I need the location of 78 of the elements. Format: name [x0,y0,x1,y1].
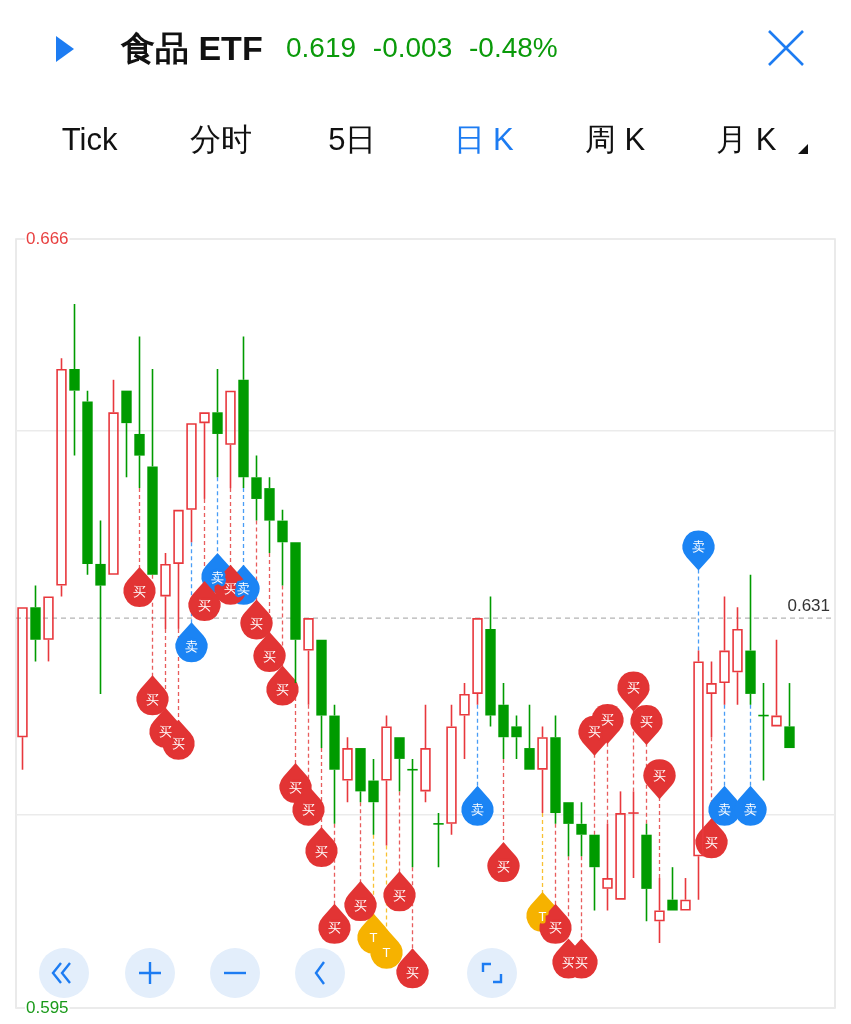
candlestick [56,357,67,598]
candlestick [108,379,119,575]
data-label: 买 [263,648,276,664]
data-label: 买 [640,713,653,729]
data-label: 买 [562,955,575,971]
data-label: 卖 [471,802,484,818]
data-label: 买 [159,724,172,740]
text: Tick [61,122,118,157]
candlestick [420,703,431,804]
candlestick [69,303,80,457]
text: 周 K [584,122,646,157]
data-label: 买 [354,897,367,913]
chart-title: 食品 ETF [121,28,263,69]
candlestick [784,682,795,749]
candlestick [524,703,535,770]
data-label: 买 [250,616,263,632]
data-label: 买 [276,682,289,698]
data-label: 买 [289,779,302,795]
data-label: 买 [497,858,510,874]
data-label: 买 [172,736,185,752]
candlestick [342,736,353,804]
y-tick-label: 0.595 [26,997,69,1017]
data-label: 买 [653,767,666,783]
data-label: 买 [146,691,159,707]
data-label: 卖 [185,638,198,654]
chart-subtitle: 0.619 -0.003 -0.48% [286,31,558,65]
candlestick [43,596,54,663]
text: 分时 [189,122,252,157]
candlestick [264,476,275,554]
candlestick [316,639,327,749]
candlestick [134,335,145,489]
data-label: T [369,930,378,946]
data-label: 买 [406,964,419,980]
data-label: 卖 [744,802,757,818]
candlestick [30,584,41,663]
data-label: 买 [627,679,640,695]
text: 日 K [453,122,514,157]
candlestick [121,390,132,479]
candlestick [680,877,691,911]
data-label: 买 [549,920,562,936]
ref-line-label: 0.631 [787,596,830,616]
data-label: 买 [315,843,328,859]
data-label: 买 [328,920,341,936]
data-label: 买 [133,583,146,599]
candlestick [459,682,470,760]
data-label: 买 [224,581,237,597]
data-label: 买 [575,955,588,971]
candlestick [238,335,249,489]
data-label: 买 [198,597,211,613]
candlestick [446,703,457,836]
data-label: 买 [393,887,406,903]
candlestick [290,542,301,684]
text: 5日 [328,122,377,157]
data-label: T [538,908,547,924]
y-tick-label: 0.666 [26,228,69,248]
text: 月 K [716,122,777,157]
candlestick [667,866,678,911]
candlestick [615,790,626,900]
data-label: 买 [302,802,315,818]
candlestick [485,595,496,728]
data-label: 卖 [692,539,705,555]
data-label: 买 [601,712,614,728]
candlestick [82,389,93,576]
candlestick [732,606,743,706]
data-label: 卖 [718,802,731,818]
data-label: T [382,945,391,961]
candlestick [95,519,106,695]
candlestick [406,758,419,868]
data-label: 买 [588,724,601,740]
candlestick [147,368,158,575]
candlestick [432,812,445,868]
candlestick [537,725,548,814]
candlestick [589,834,600,912]
candlestick [771,638,782,727]
candlestick [17,607,28,771]
data-label: 买 [705,834,718,850]
candlestick [641,823,652,923]
candlestick [511,714,522,760]
